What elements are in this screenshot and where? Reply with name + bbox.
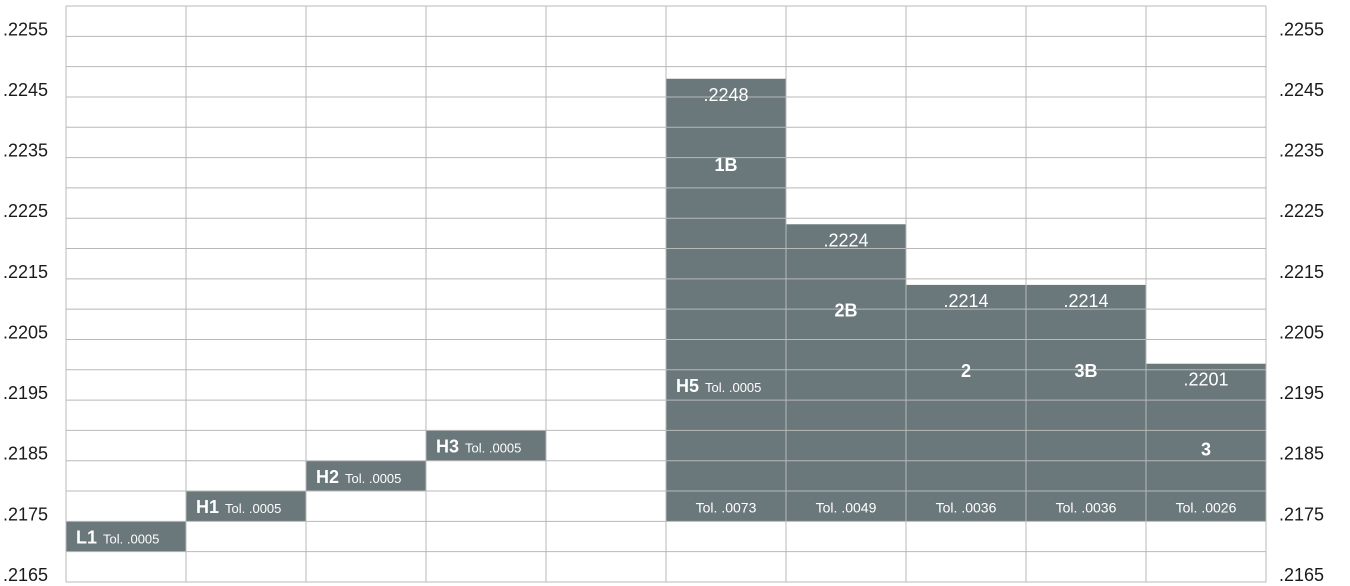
bar-3b <box>1026 284 1146 522</box>
bar-2b-tol: Tol. .0049 <box>816 499 877 515</box>
y-tick-left: .2225 <box>3 201 48 221</box>
y-axis-ticks: .2255 .2255 .2245 .2245 .2235 .2235 .2225 .2225… <box>3 19 1324 585</box>
y-tick-left: .2215 <box>3 262 48 282</box>
bar-3b-tol: Tol. .0036 <box>1056 499 1117 515</box>
y-tick-right: .2235 <box>1279 141 1324 161</box>
box-label-h2: H2 Tol. .0005 <box>316 467 401 487</box>
y-tick-left: .2245 <box>3 80 48 100</box>
y-tick-right: .2185 <box>1279 444 1324 464</box>
y-tick-right: .2195 <box>1279 383 1324 403</box>
bar-2b-top-value: .2224 <box>823 230 868 250</box>
y-tick-left: .2255 <box>3 19 48 39</box>
box-name: H2 <box>316 467 339 487</box>
bar-1b-label: 1B <box>714 155 737 175</box>
bar-3b-top-value: .2214 <box>1063 291 1108 311</box>
bar-2-top-value: .2214 <box>943 291 988 311</box>
box-h3 <box>426 430 546 461</box>
y-tick-right: .2165 <box>1279 565 1324 585</box>
box-tol: Tol. .0005 <box>103 532 159 547</box>
box-name: H3 <box>436 437 459 457</box>
y-tick-right: .2245 <box>1279 80 1324 100</box>
y-tick-left: .2175 <box>3 504 48 524</box>
box-label-h3: H3 Tol. .0005 <box>436 437 521 457</box>
bar-2-label: 2 <box>961 361 971 381</box>
box-h2 <box>306 460 426 492</box>
bar-3-tol: Tol. .0026 <box>1176 499 1237 515</box>
y-tick-right: .2205 <box>1279 322 1324 342</box>
y-tick-right: .2255 <box>1279 19 1324 39</box>
y-tick-right: .2225 <box>1279 201 1324 221</box>
box-l1 <box>66 521 186 552</box>
bar-1b <box>666 78 786 522</box>
box-tol: Tol. .0005 <box>225 501 281 516</box>
box-name: L1 <box>76 528 97 548</box>
box-tol: Tol. .0005 <box>705 380 761 395</box>
bars-layer <box>66 78 1266 552</box>
bar-2b <box>786 224 906 522</box>
box-label-h1: H1 Tol. .0005 <box>196 497 281 517</box>
box-label-h5: H5 Tol. .0005 <box>676 376 761 396</box>
y-tick-left: .2165 <box>3 565 48 585</box>
labels-layer: L1 Tol. .0005 H1 Tol. .0005 H2 Tol. .0005 H3 To… <box>76 85 1237 548</box>
bar-3-top-value: .2201 <box>1183 370 1228 390</box>
y-tick-left: .2195 <box>3 383 48 403</box>
y-tick-right: .2215 <box>1279 262 1324 282</box>
y-tick-left: .2205 <box>3 322 48 342</box>
bar-1b-top-value: .2248 <box>703 85 748 105</box>
box-h1 <box>186 491 306 522</box>
bar-3 <box>1146 363 1266 522</box>
box-tol: Tol. .0005 <box>465 441 521 456</box>
y-tick-left: .2235 <box>3 141 48 161</box>
bar-3-label: 3 <box>1201 440 1211 460</box>
box-tol: Tol. .0005 <box>345 471 401 486</box>
bar-2b-label: 2B <box>834 300 857 320</box>
bar-3b-label: 3B <box>1074 361 1097 381</box>
box-name: H5 <box>676 376 699 396</box>
bar-2 <box>906 284 1026 522</box>
y-tick-left: .2185 <box>3 444 48 464</box>
y-tick-right: .2175 <box>1279 504 1324 524</box>
grid-layer <box>65 5 1267 583</box>
bar-1b-tol: Tol. .0073 <box>696 499 757 515</box>
bar-2-tol: Tol. .0036 <box>936 499 997 515</box>
box-name: H1 <box>196 497 219 517</box>
box-label-l1: L1 Tol. .0005 <box>76 528 159 548</box>
